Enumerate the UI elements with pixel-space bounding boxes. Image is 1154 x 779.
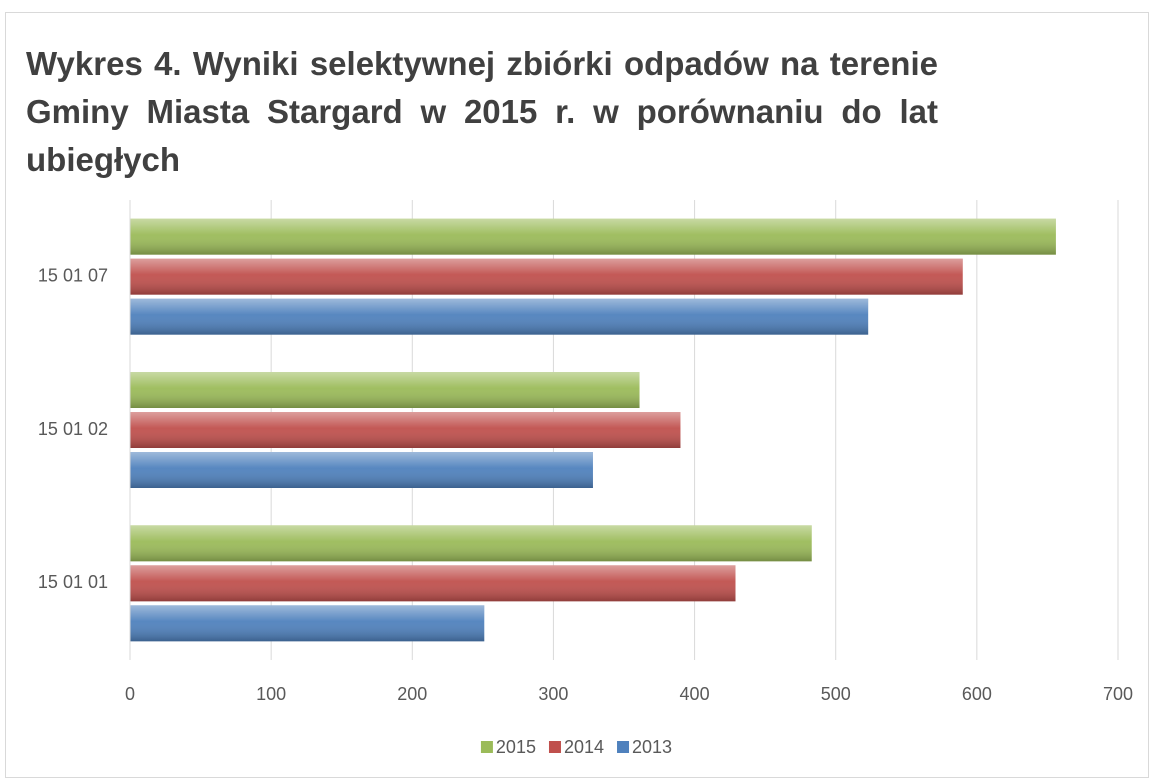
bar-shine <box>130 565 736 602</box>
x-tick-label: 500 <box>821 684 851 704</box>
legend-label: 2015 <box>496 737 536 757</box>
x-tick-label: 300 <box>538 684 568 704</box>
x-tick-label: 600 <box>962 684 992 704</box>
bar-shine <box>130 372 640 408</box>
legend-swatch <box>617 741 630 753</box>
bar-shine <box>130 605 485 642</box>
x-tick-label: 0 <box>125 684 135 704</box>
bar-shine <box>130 525 812 562</box>
bar-shine <box>130 218 1056 255</box>
bar-shine <box>130 452 593 488</box>
bar-shine <box>130 258 963 295</box>
legend-label: 2013 <box>632 737 672 757</box>
legend-swatch <box>548 741 561 753</box>
y-tick-label: 15 01 01 <box>38 572 108 592</box>
chart-border <box>5 12 1149 778</box>
y-tick-label: 15 01 02 <box>38 419 108 439</box>
bar-shine <box>130 298 869 335</box>
legend-swatch <box>480 741 493 753</box>
y-tick-label: 15 01 07 <box>38 265 108 285</box>
legend-label: 2014 <box>564 737 604 757</box>
chart-title: Wykres 4. Wyniki selektywnej zbiórki odp… <box>26 45 938 178</box>
x-tick-label: 400 <box>680 684 710 704</box>
bar-shine <box>130 412 681 448</box>
x-tick-label: 200 <box>397 684 427 704</box>
x-tick-label: 700 <box>1103 684 1133 704</box>
x-tick-label: 100 <box>256 684 286 704</box>
